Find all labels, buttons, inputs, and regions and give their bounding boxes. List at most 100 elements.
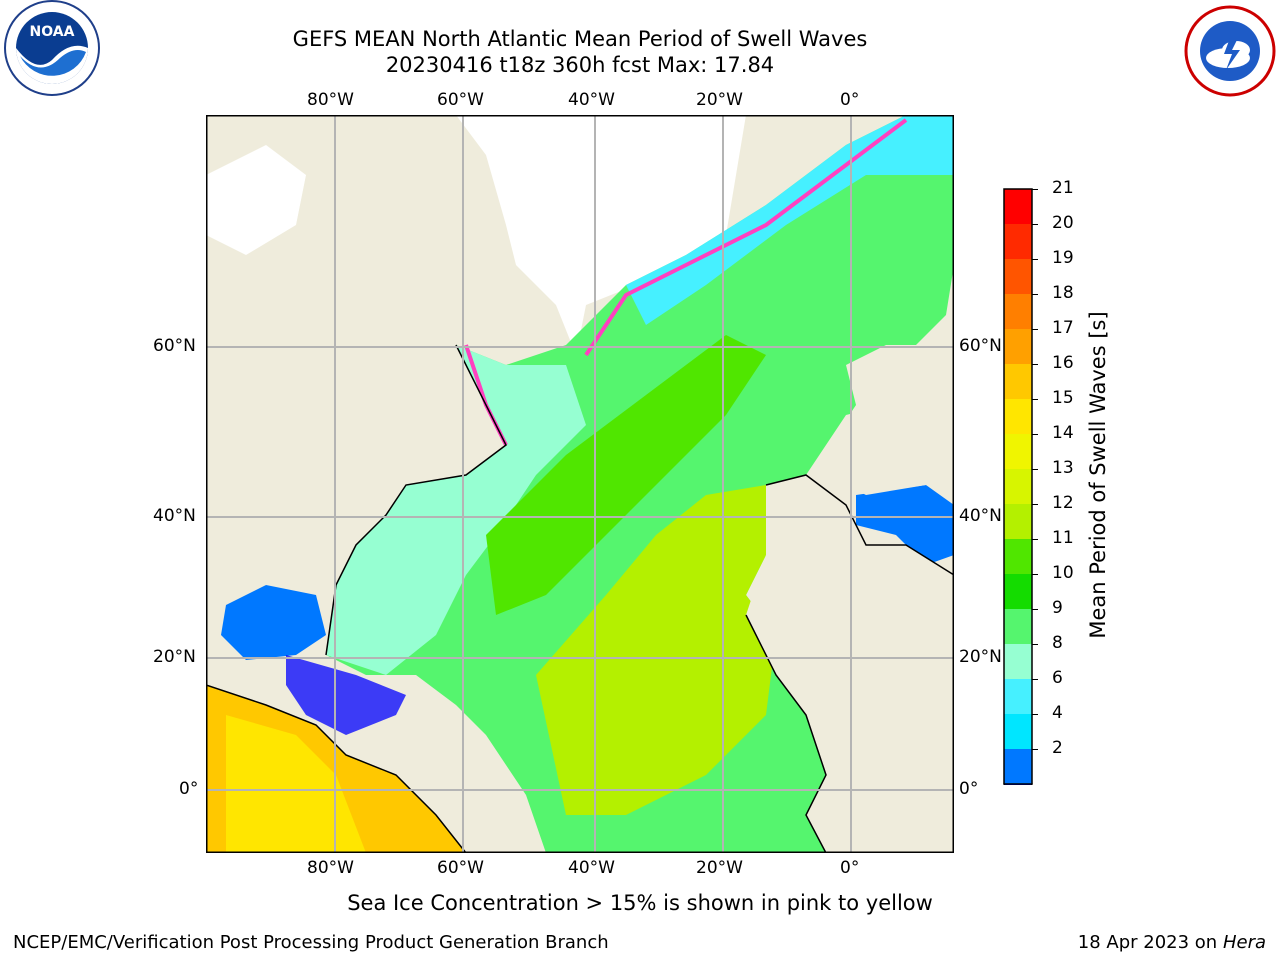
svg-text:NOAA: NOAA [30,24,75,40]
map-panel [205,114,955,854]
colorbar-segment [1004,714,1032,749]
lon-label-bottom: 20°W [696,858,743,878]
lon-label-top: 0° [840,90,860,110]
colorbar-segment [1004,364,1032,399]
colorbar-tick-mark [1032,434,1038,435]
lat-label-right: 40°N [959,506,1002,526]
colorbar [1000,185,1060,814]
colorbar-tick-mark [1032,714,1038,715]
colorbar-segment [1004,329,1032,364]
lat-label-right: 60°N [959,336,1002,356]
colorbar-segment [1004,434,1032,469]
greenland-ice [326,115,746,355]
colorbar-tick-mark [1032,259,1038,260]
colorbar-segment [1004,504,1032,539]
nws-logo [1180,4,1280,98]
lat-label-right: 20°N [959,647,1002,667]
colorbar-tick-label: 13 [1052,458,1074,478]
colorbar-tick-label: 15 [1052,388,1074,408]
colorbar-tick-label: 17 [1052,318,1074,338]
colorbar-tick-label: 2 [1052,738,1063,758]
gulf-of-mexico [221,585,326,660]
lat-label-left: 60°N [153,336,196,356]
lon-label-top: 20°W [696,90,743,110]
colorbar-tick-label: 12 [1052,493,1074,513]
lat-label-left: 0° [179,779,199,799]
coastline [206,684,467,853]
lon-label-bottom: 40°W [568,858,615,878]
colorbar-tick-mark [1032,609,1038,610]
colorbar-segment [1004,574,1032,609]
host-name: Hera [1222,932,1266,953]
sea-ice-edge [584,118,908,357]
colorbar-tick-mark [1032,294,1038,295]
colorbar-tick-mark [1032,189,1038,190]
colorbar-tick-label: 8 [1052,633,1063,653]
lat-label-right: 0° [959,779,979,799]
colorbar-segment [1004,749,1032,784]
europe [826,345,954,495]
colorbar-tick-mark [1032,224,1038,225]
colorbar-tick-mark [1032,364,1038,365]
colorbar-tick-mark [1032,749,1038,750]
map-subtitle: 20230416 t18z 360h fcst Max: 17.84 [385,53,775,77]
caribbean-sea [286,655,406,735]
colorbar-tick-label: 9 [1052,598,1063,618]
lon-label-bottom: 0° [840,858,860,878]
colorbar-tick-mark [1032,574,1038,575]
colorbar-tick-mark [1032,539,1038,540]
shelf-north [626,115,954,325]
colorbar-segment [1004,644,1032,679]
colorbar-segment [1004,189,1032,224]
lon-label-top: 40°W [568,90,615,110]
lat-label-left: 20°N [153,647,196,667]
colorbar-tick-label: 20 [1052,213,1074,233]
south-america-interior [226,715,366,853]
noaa-logo: NOAA [0,0,104,104]
colorbar-tick-label: 16 [1052,353,1074,373]
sea-ice-note: Sea Ice Concentration > 15% is shown in … [347,891,933,915]
colorbar-segment [1004,224,1032,259]
coastline [325,344,507,656]
colorbar-tick-mark [1032,504,1038,505]
shelf-west [326,345,586,675]
colorbar-segment [1004,609,1032,644]
map-title: GEFS MEAN North Atlantic Mean Period of … [292,27,868,51]
colorbar-tick-label: 11 [1052,528,1074,548]
colorbar-tick-mark [1032,679,1038,680]
lon-label-top: 60°W [437,90,484,110]
colorbar-tick-label: 21 [1052,178,1074,198]
colorbar-segment [1004,259,1032,294]
colorbar-segment [1004,399,1032,434]
colorbar-tick-label: 10 [1052,563,1074,583]
lon-label-bottom: 80°W [307,858,354,878]
colorbar-segment [1004,294,1032,329]
lat-label-left: 40°N [153,506,196,526]
colorbar-tick-mark [1032,644,1038,645]
colorbar-segment [1004,469,1032,504]
lon-label-top: 80°W [307,90,354,110]
coastline [745,614,827,853]
colorbar-tick-mark [1032,399,1038,400]
colorbar-tick-label: 18 [1052,283,1074,303]
lon-label-bottom: 60°W [437,858,484,878]
date-text: 18 Apr 2023 on [1077,932,1223,953]
graticule [206,115,954,853]
colorbar-tick-mark [1032,469,1038,470]
north-america [206,255,426,595]
colorbar-label: Mean Period of Swell Waves [s] [1086,311,1110,639]
colorbar-tick-mark [1032,329,1038,330]
arctic-islands-ice [206,145,306,255]
colorbar-segment [1004,679,1032,714]
colorbar-segment [1004,539,1032,574]
colorbar-tick-label: 6 [1052,668,1063,688]
coastline [765,474,954,576]
credit-text: NCEP/EMC/Verification Post Processing Pr… [13,932,609,953]
colorbar-tick-label: 4 [1052,703,1063,723]
colorbar-border [1003,188,1033,785]
date-stamp: 18 Apr 2023 on Hera [1078,932,1266,953]
colorbar-tick-label: 14 [1052,423,1074,443]
colorbar-label-box: Mean Period of Swell Waves [s] [1066,290,1130,660]
mediterranean-sea [856,485,954,565]
colorbar-tick-label: 19 [1052,248,1074,268]
